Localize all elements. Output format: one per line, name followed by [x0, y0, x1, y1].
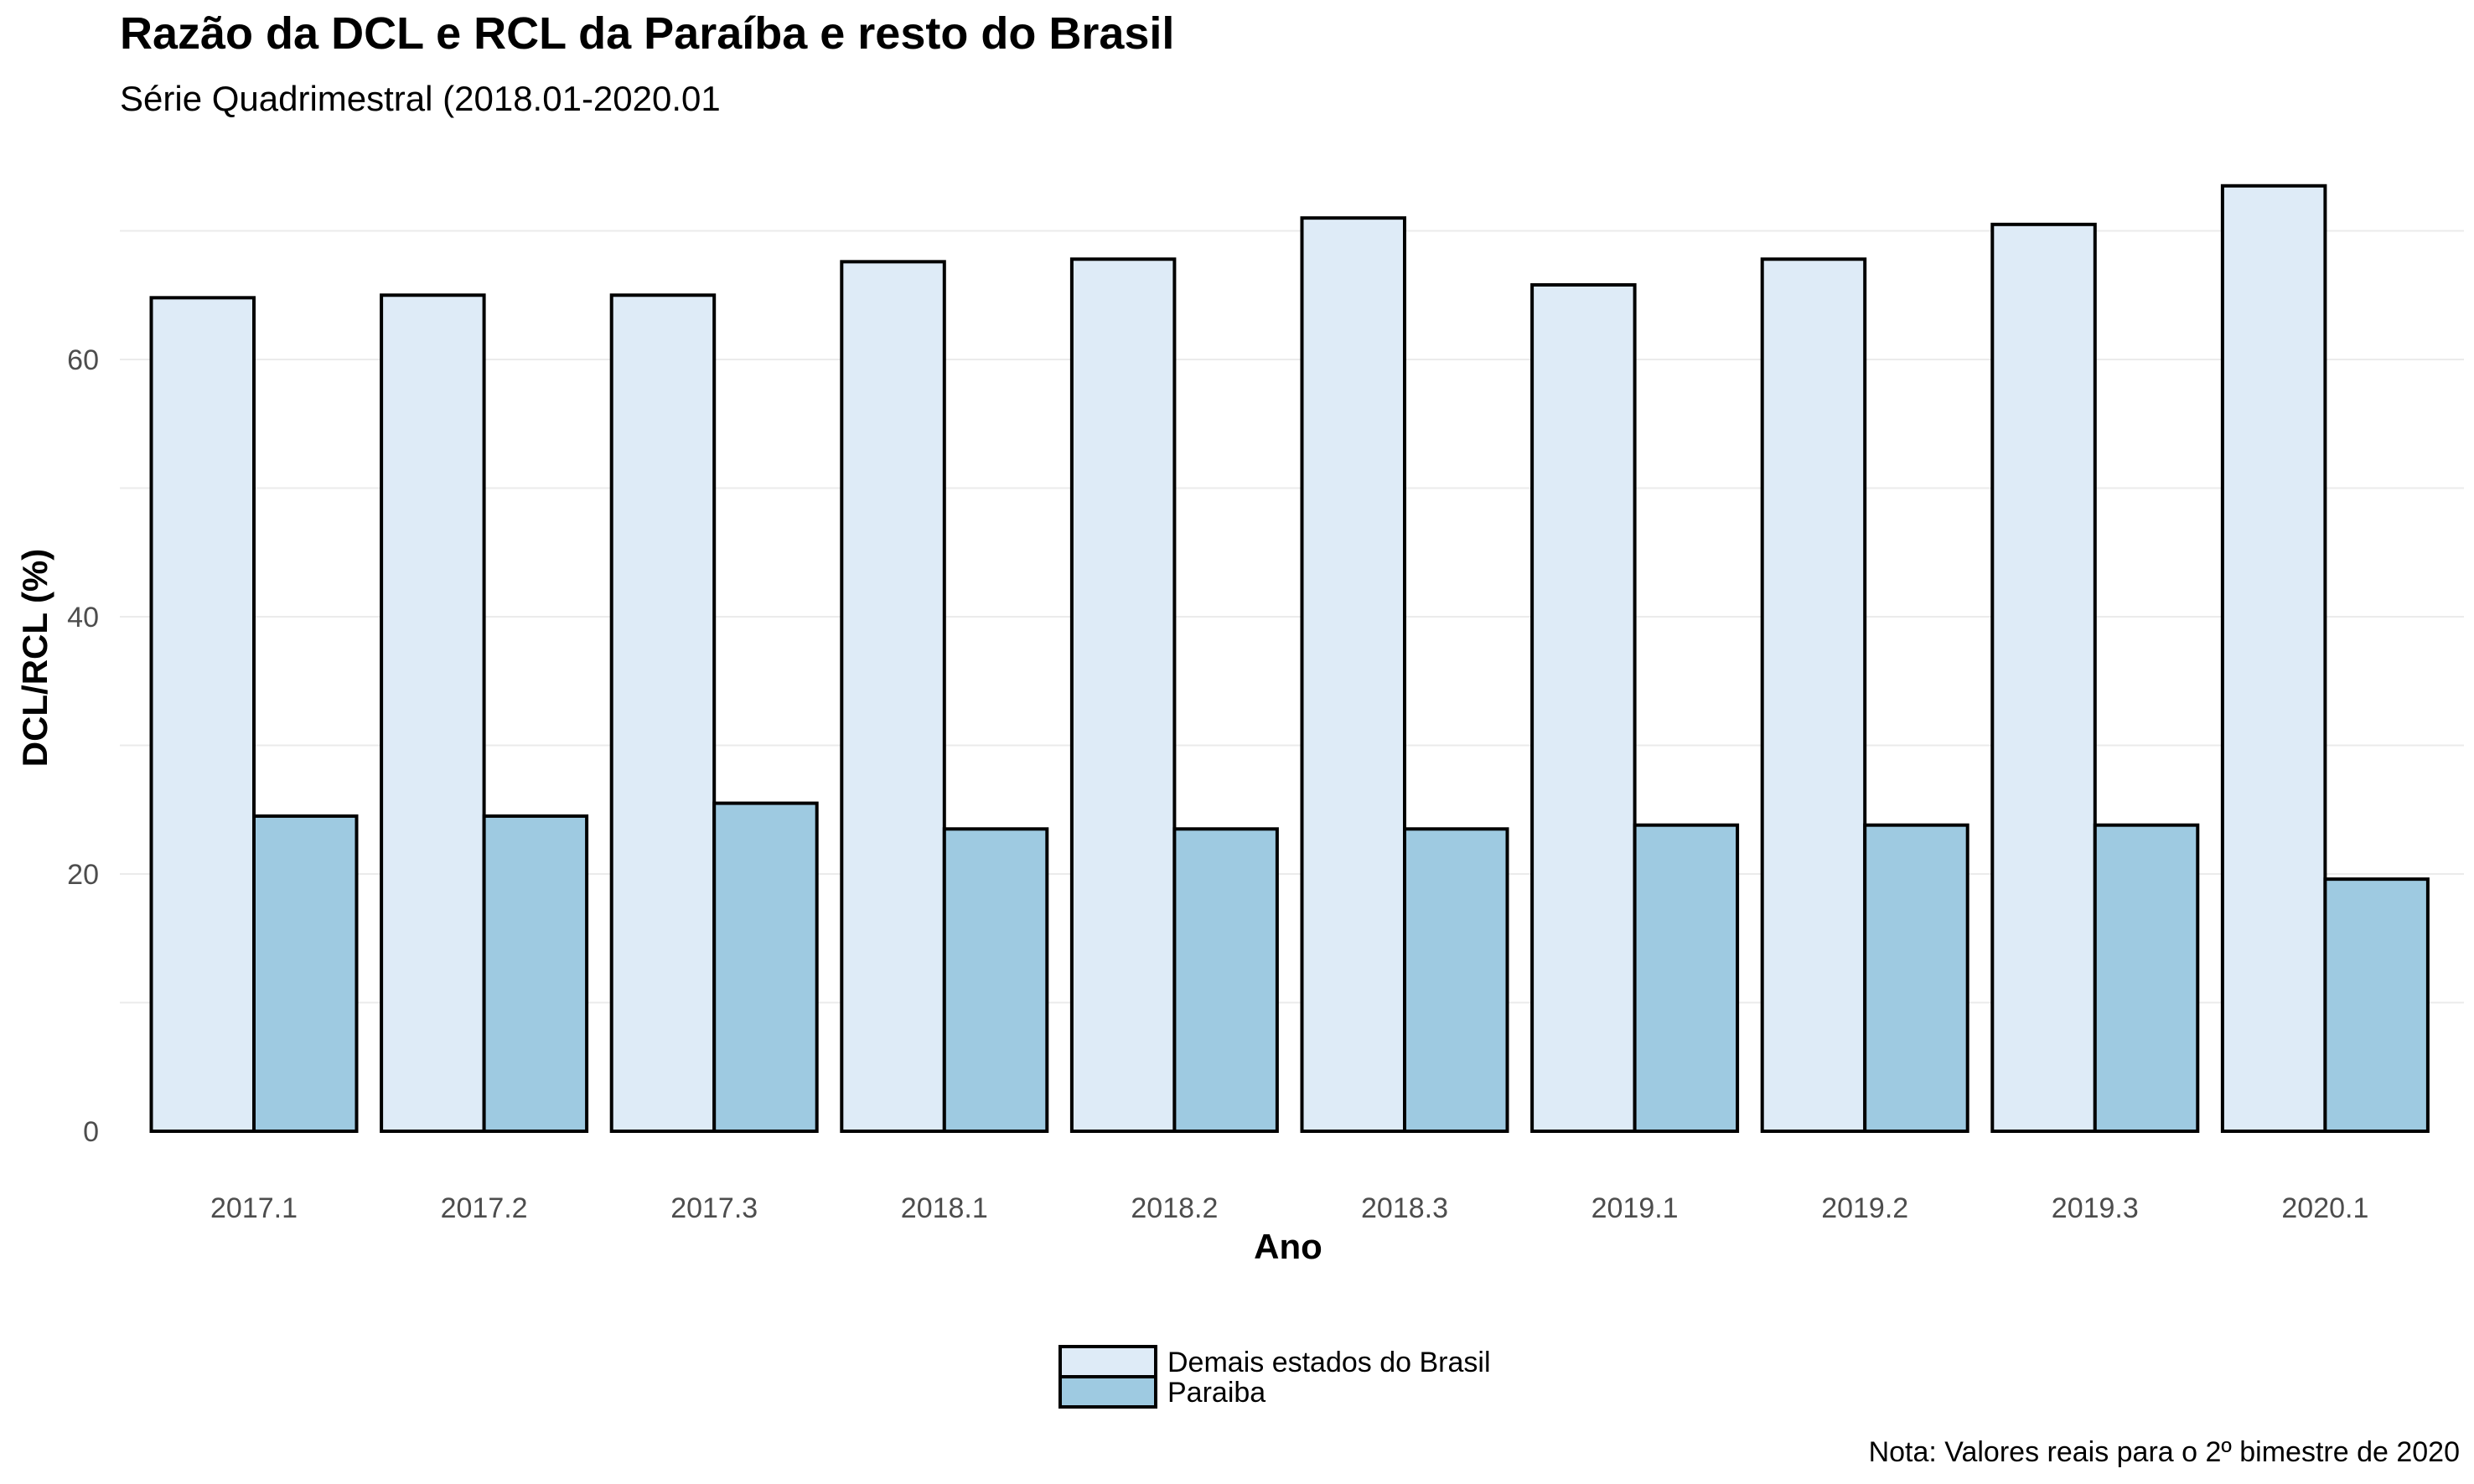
bar-paraiba-2018.1	[942, 827, 1049, 1134]
y-tick-label: 0	[83, 1116, 99, 1148]
x-tick-label: 2018.1	[901, 1192, 988, 1224]
x-tick-label: 2017.1	[210, 1192, 298, 1224]
legend-label: Paraiba	[1167, 1377, 1265, 1409]
bar-paraiba-2019.1	[1633, 823, 1740, 1133]
bar-paraiba-2017.2	[482, 814, 589, 1133]
bar-demais-2018.3	[1300, 216, 1406, 1133]
chart-subtitle: Série Quadrimestral (2018.01-2020.01	[120, 79, 721, 118]
x-tick-label: 2020.1	[2281, 1192, 2368, 1224]
x-axis-ticks: 2017.1 2017.2 2017.3 2018.1 2018.2 2018.3 2019…	[210, 1192, 2368, 1224]
bar-demais-2019.3	[1990, 222, 2097, 1134]
bar-demais-2017.2	[380, 293, 486, 1133]
x-tick-label: 2018.3	[1361, 1192, 1448, 1224]
x-tick-label: 2017.2	[441, 1192, 528, 1224]
x-tick-label: 2018.2	[1131, 1192, 1218, 1224]
x-tick-label: 2019.1	[1592, 1192, 1679, 1224]
legend-label: Demais estados do Brasil	[1167, 1347, 1491, 1378]
x-tick-label: 2017.3	[670, 1192, 758, 1224]
bar-paraiba-2020.1	[2323, 877, 2430, 1133]
bar-paraiba-2017.1	[252, 814, 359, 1133]
bar-demais-2017.1	[149, 296, 256, 1133]
bar-paraiba-2019.2	[1863, 823, 1969, 1133]
x-tick-label: 2019.2	[1821, 1192, 1908, 1224]
bar-demais-2019.2	[1760, 257, 1867, 1133]
bars	[149, 184, 2430, 1134]
y-tick-label: 20	[67, 859, 99, 891]
bar-demais-2017.3	[609, 293, 717, 1133]
x-axis-title: Ano	[1254, 1227, 1322, 1266]
bar-paraiba-2019.3	[2093, 823, 2200, 1133]
bar-demais-2019.1	[1530, 282, 1637, 1134]
bar-paraiba-2018.3	[1403, 827, 1509, 1134]
y-tick-label: 60	[67, 344, 99, 376]
bar-paraiba-2018.2	[1172, 827, 1279, 1134]
legend-key	[1058, 1375, 1157, 1409]
footnote: Nota: Valores reais para o 2º bimestre d…	[1869, 1436, 2460, 1468]
y-tick-label: 40	[67, 602, 99, 633]
bar-demais-2018.2	[1069, 257, 1177, 1133]
legend-key	[1058, 1345, 1157, 1378]
x-tick-label: 2019.3	[2052, 1192, 2139, 1224]
y-axis-title: DCL/RCL (%)	[15, 549, 54, 768]
chart-title: Razão da DCL e RCL da Paraíba e resto do…	[120, 8, 1174, 59]
bar-paraiba-2017.3	[712, 801, 819, 1133]
y-axis-ticks: 0 20 40 60	[67, 344, 99, 1148]
bar-demais-2020.1	[2220, 184, 2327, 1133]
bar-demais-2018.1	[840, 260, 946, 1134]
